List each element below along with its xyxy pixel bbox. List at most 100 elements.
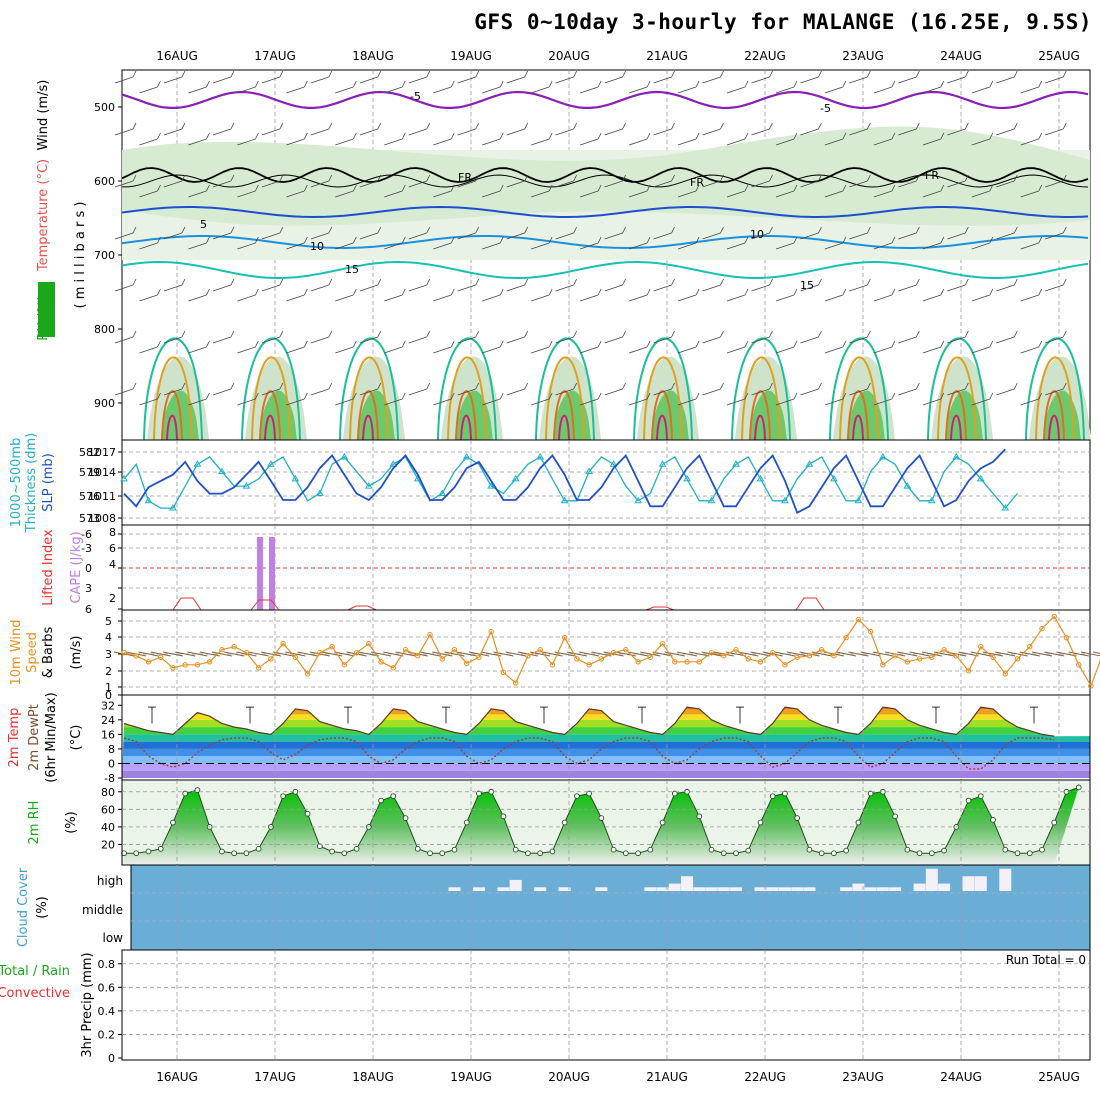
thickness-line [123,455,1019,510]
wind-barb [359,76,378,84]
wind10-marker [158,654,164,660]
date-label-top: 19AUG [450,49,492,63]
y-tick-label-right: 1017 [88,446,116,459]
wind-barb [653,232,672,240]
wind-barb [359,284,378,292]
cloud-high-bar [864,887,877,891]
wind-barb [310,336,329,344]
wind-barb-flag [548,392,553,400]
wind-barb-flag [646,236,651,244]
wind-barb [531,294,550,302]
wind-barb-flag [695,392,700,400]
date-label-bottom: 23AUG [842,1070,884,1084]
cloud-high-bar [472,887,485,891]
rh-marker [500,813,507,820]
wind-barb-flag [695,236,700,244]
rh-marker [476,790,482,797]
wind-barb-flag [352,132,357,140]
wind-barb-flag [401,80,406,88]
wind-barb-flag [940,236,945,244]
wind-barb-flag [916,278,920,286]
wind10-marker [953,653,960,659]
thickness-marker [511,474,520,482]
wind-barb-flag [304,80,308,88]
wind-barb-flag [352,340,357,348]
rh-marker [647,846,654,853]
isotherm-35-lobe [950,414,962,441]
wind-barb [531,242,550,250]
panel-label: Total / Rain [0,964,70,979]
temp-band [122,719,1090,728]
wind-barb-flag [818,122,822,130]
wind-barb [114,336,134,344]
wind-barb [408,232,427,240]
wind-barb-flag [230,382,235,390]
contour-label: FR [458,171,472,184]
isotherm-25-lobe [545,356,585,441]
rh-marker [329,848,335,855]
y-tick-label-right: 8 [109,526,116,539]
wind-barb-flag [377,382,382,390]
wind-barb [555,388,574,396]
rh-marker [549,848,556,855]
wind-barb-flag [891,236,896,244]
wind10-marker [721,653,727,659]
wind-barb-flag [744,80,749,88]
wind10-marker [280,640,286,647]
wind-barb-flag [230,278,235,286]
wind-barb-flag [1038,288,1043,296]
wind10-marker [512,680,519,686]
wind-barb-flag [426,278,431,286]
wind-barb-flag [744,132,749,140]
y-tick-label: 20 [101,838,115,851]
wind-barb [114,128,134,136]
wind10-barb [762,651,783,657]
panel-label: (°C) [69,725,84,751]
panel-label: 2m Temp [7,708,22,768]
wind-barb [359,180,378,188]
wind10-marker [929,654,935,660]
thickness-marker [1001,504,1010,511]
rh-marker [170,819,176,826]
wind-barb [775,346,795,354]
wind-barb-flag [964,122,969,130]
slp-line [123,448,1006,514]
wind-barb-flag [328,382,333,390]
wind10-barb [909,651,930,657]
wind-barb-flag [916,122,920,130]
wind10-marker [855,616,862,623]
wind-barb [237,190,256,198]
wind-barb [261,284,281,292]
rh-marker [928,850,935,857]
wind-barb-flag [842,392,847,400]
wind10-barb [297,651,318,657]
wind-barb-flag [401,132,406,140]
wind-barb-flag [671,382,675,390]
wind10-marker [916,656,923,662]
cloud-high-bar [730,887,742,891]
wind10-barb [995,651,1016,657]
wind-barb [971,346,990,354]
y-tick-label: 582 [79,446,100,459]
rh-marker [1026,850,1033,857]
wind10-barb [1056,651,1077,657]
isotherm-5 [121,205,1089,219]
wind-barb-flag [230,122,235,130]
wind10-barb [138,651,159,657]
wind-barb [359,336,378,344]
wind-barb-flag [206,132,210,140]
wind-barb-flag [352,236,357,244]
wind-barb [628,242,648,250]
wind-barb-flag [964,226,969,234]
wind-barb [996,232,1015,240]
wind-barb-flag [279,122,284,130]
wind-barb [261,232,281,240]
wind-barb [604,284,623,292]
rh-marker [708,846,715,853]
isotherm-20-lobe [339,337,399,441]
rh-marker [733,850,739,857]
wind-barb-flag [352,80,357,88]
wind10-marker [500,669,507,676]
wind10-marker [525,653,531,659]
wind-barb [800,284,819,292]
